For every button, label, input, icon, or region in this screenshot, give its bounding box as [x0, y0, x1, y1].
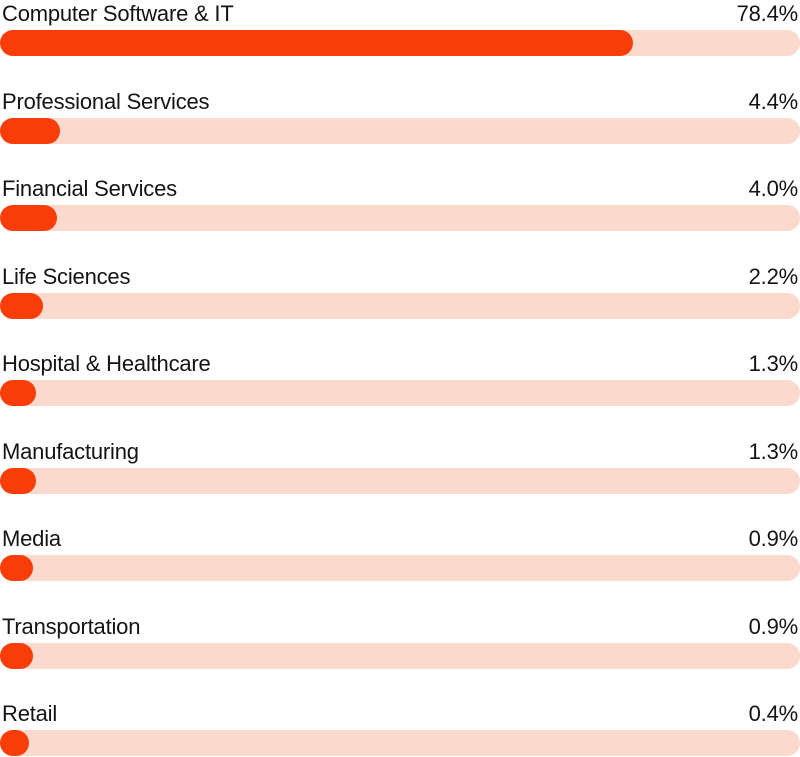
value-label: 1.3%: [748, 351, 799, 376]
row-label-line: Retail 0.4%: [0, 700, 800, 728]
value-label: 0.4%: [748, 701, 799, 726]
category-label: Computer Software & IT: [2, 1, 234, 26]
bar-track: [0, 555, 800, 581]
category-label: Retail: [2, 701, 58, 726]
bar-track: [0, 467, 800, 494]
category-label: Hospital & Healthcare: [2, 351, 211, 376]
bar-track: [0, 205, 800, 231]
category-label: Life Sciences: [2, 263, 131, 289]
bar-track: [0, 730, 800, 756]
bar-fill: [0, 380, 37, 406]
chart-row: Financial Services 4.0%: [0, 175, 800, 231]
chart-row: Professional Services 4.4%: [0, 88, 800, 144]
category-label: Professional Services: [2, 88, 210, 114]
row-label-line: Financial Services 4.0%: [0, 175, 800, 203]
category-label: Financial Services: [2, 176, 177, 201]
bar-track: [0, 292, 800, 319]
bar-fill: [0, 642, 33, 669]
row-label-line: Hospital & Healthcare 1.3%: [0, 350, 800, 378]
row-label-line: Professional Services 4.4%: [0, 88, 800, 116]
category-label: Media: [2, 526, 61, 551]
value-label: 4.0%: [748, 176, 799, 201]
row-label-line: Life Sciences 2.2%: [0, 263, 800, 291]
bar-track: [0, 30, 800, 56]
value-label: 78.4%: [736, 1, 799, 26]
category-label: Transportation: [2, 613, 141, 639]
chart-row: Transportation 0.9%: [0, 613, 800, 669]
bar-track: [0, 117, 800, 144]
chart-row: Life Sciences 2.2%: [0, 263, 800, 319]
bar-fill: [0, 292, 44, 319]
bar-fill: [0, 467, 37, 494]
bar-fill: [0, 555, 33, 581]
value-label: 0.9%: [748, 613, 799, 639]
row-label-line: Media 0.9%: [0, 525, 800, 553]
value-label: 4.4%: [748, 88, 799, 114]
category-label: Manufacturing: [2, 438, 139, 464]
row-label-line: Manufacturing 1.3%: [0, 438, 800, 466]
row-label-line: Computer Software & IT 78.4%: [0, 0, 800, 28]
bar-track: [0, 642, 800, 669]
bar-fill: [0, 205, 57, 231]
chart-row: Media 0.9%: [0, 525, 800, 581]
chart-row: Hospital & Healthcare 1.3%: [0, 350, 800, 406]
chart-row: Manufacturing 1.3%: [0, 438, 800, 494]
row-label-line: Transportation 0.9%: [0, 613, 800, 641]
chart-row: Retail 0.4%: [0, 700, 800, 756]
bar-track: [0, 380, 800, 406]
bar-fill: [0, 117, 61, 144]
value-label: 1.3%: [748, 438, 799, 464]
value-label: 2.2%: [748, 263, 799, 289]
value-label: 0.9%: [748, 526, 799, 551]
chart-row: Computer Software & IT 78.4%: [0, 0, 800, 56]
bar-fill: [0, 30, 633, 56]
bar-fill: [0, 730, 30, 756]
